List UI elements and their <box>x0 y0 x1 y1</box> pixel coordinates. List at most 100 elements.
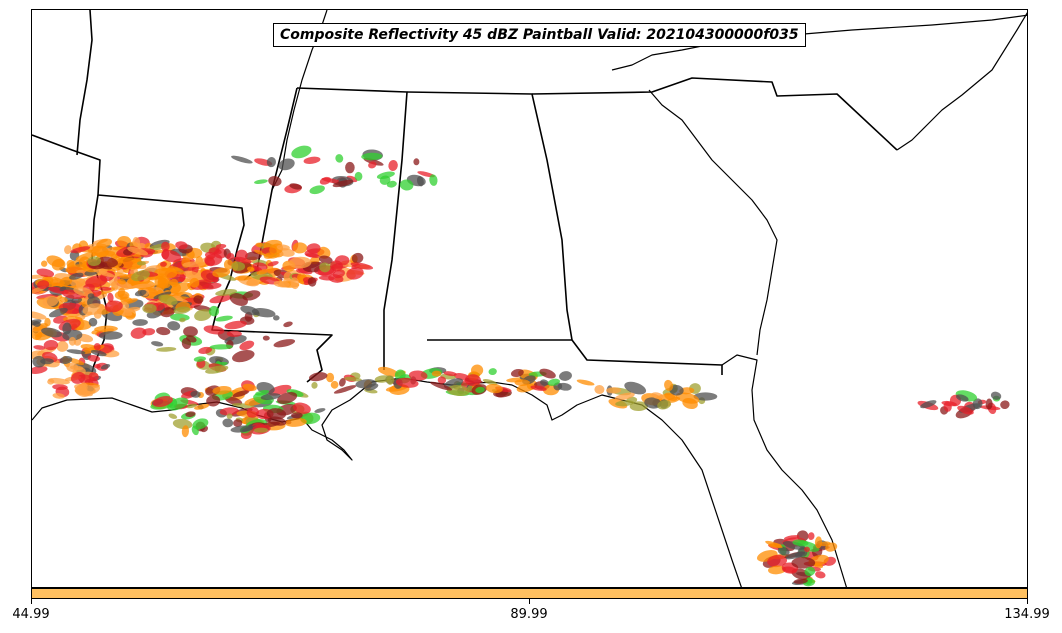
reflectivity-blob <box>62 322 72 335</box>
state-boundaries <box>32 10 898 391</box>
reflectivity-blob <box>78 382 88 394</box>
reflectivity-blob <box>209 344 233 350</box>
reflectivity-blob <box>104 300 123 313</box>
reflectivity-blob <box>482 378 498 386</box>
reflectivity-blob <box>990 391 1002 400</box>
reflectivity-blob <box>37 280 50 290</box>
reflectivity-blob <box>278 158 295 171</box>
reflectivity-blob <box>267 261 279 267</box>
reflectivity-blob <box>160 261 167 267</box>
reflectivity-blob <box>309 372 328 382</box>
reflectivity-blob <box>156 347 177 352</box>
reflectivity-blob <box>242 383 257 392</box>
reflectivity-blob <box>151 341 164 347</box>
reflectivity-blob <box>319 176 332 185</box>
reflectivity-blob <box>431 370 442 377</box>
reflectivity-blob <box>416 176 424 187</box>
reflectivity-blob <box>130 327 147 339</box>
reflectivity-blob <box>309 185 325 195</box>
reflectivity-blob <box>156 327 171 336</box>
reflectivity-blob <box>606 387 622 394</box>
reflectivity-blob <box>333 385 357 394</box>
reflectivity-blob <box>314 408 326 413</box>
reflectivity-blob <box>540 379 549 386</box>
reflectivity-blob <box>168 266 185 275</box>
reflectivity-blob <box>161 241 170 252</box>
reflectivity-blob <box>317 246 331 259</box>
reflectivity-blob <box>804 546 810 553</box>
reflectivity-blob <box>52 393 65 399</box>
reflectivity-blob <box>230 425 254 433</box>
reflectivity-blob <box>793 578 808 584</box>
reflectivity-blob <box>262 335 270 341</box>
reflectivity-blob <box>70 246 91 253</box>
reflectivity-blob <box>819 541 831 547</box>
reflectivity-blob <box>183 326 198 337</box>
reflectivity-blob <box>204 251 216 259</box>
reflectivity-blob <box>42 295 59 307</box>
reflectivity-blob <box>56 341 69 352</box>
reflectivity-blob <box>226 252 235 260</box>
reflectivity-blob <box>651 392 664 399</box>
reflectivity-blob <box>266 408 287 420</box>
reflectivity-blob <box>66 259 75 268</box>
reflectivity-blob <box>485 383 503 394</box>
map-panel: Composite Reflectivity 45 dBZ Paintball … <box>31 9 1028 588</box>
reflectivity-blob <box>332 179 354 188</box>
reflectivity-blob <box>594 384 605 395</box>
reflectivity-blob <box>239 340 255 351</box>
reflectivity-blob <box>311 382 318 389</box>
colorbar-tick-label-mid: 89.99 <box>510 607 548 622</box>
reflectivity-blob <box>765 540 783 549</box>
reflectivity-blob <box>273 280 290 288</box>
colorbar-tick-label-left: 44.99 <box>12 607 50 622</box>
reflectivity-blob <box>215 315 233 322</box>
reflectivity-blob <box>657 400 672 410</box>
reflectivity-blob <box>66 349 86 355</box>
reflectivity-blob <box>185 403 198 409</box>
reflectivity-blob <box>256 269 270 275</box>
reflectivity-blob <box>368 161 377 169</box>
colorbar-tick-mid <box>529 599 530 604</box>
reflectivity-blob <box>693 392 718 401</box>
reflectivity-blob <box>212 267 231 278</box>
reflectivity-blob <box>292 402 311 414</box>
reflectivity-blob <box>223 259 234 270</box>
reflectivity-blob <box>307 277 317 287</box>
reflectivity-blob <box>43 339 59 351</box>
reflectivity-blob <box>98 286 112 291</box>
reflectivity-blob <box>330 380 339 389</box>
reflectivity-blob <box>251 308 276 318</box>
reflectivity-blob <box>48 307 68 318</box>
reflectivity-blob <box>231 261 246 271</box>
reflectivity-blob <box>209 294 233 304</box>
reflectivity-blob <box>777 546 790 556</box>
reflectivity-blob <box>395 377 419 388</box>
reflectivity-blob <box>244 251 262 261</box>
reflectivity-blob <box>664 379 674 391</box>
reflectivity-blob <box>291 412 303 419</box>
reflectivity-blob <box>170 282 191 294</box>
reflectivity-blob <box>41 327 63 338</box>
reflectivity-blob <box>791 557 816 569</box>
reflectivity-blob <box>283 321 293 328</box>
reflectivity-blob <box>194 403 210 410</box>
reflectivity-blob <box>443 371 457 377</box>
reflectivity-blob <box>247 266 255 272</box>
reflectivity-blob <box>284 417 307 427</box>
colorbar <box>31 588 1028 599</box>
reflectivity-blob <box>40 260 48 267</box>
reflectivity-blob <box>350 262 374 270</box>
reflectivity-blob <box>192 418 209 430</box>
reflectivity-blob <box>288 256 312 269</box>
reflectivity-blob <box>232 349 255 363</box>
reflectivity-blob <box>260 393 281 401</box>
reflectivity-blob <box>117 287 126 298</box>
reflectivity-blob <box>399 179 414 191</box>
reflectivity-blob <box>107 292 114 303</box>
reflectivity-blob <box>82 303 104 316</box>
reflectivity-blob <box>224 320 247 330</box>
reflectivity-blob <box>268 384 292 396</box>
reflectivity-blob <box>194 309 212 321</box>
reflectivity-blob <box>175 241 188 250</box>
